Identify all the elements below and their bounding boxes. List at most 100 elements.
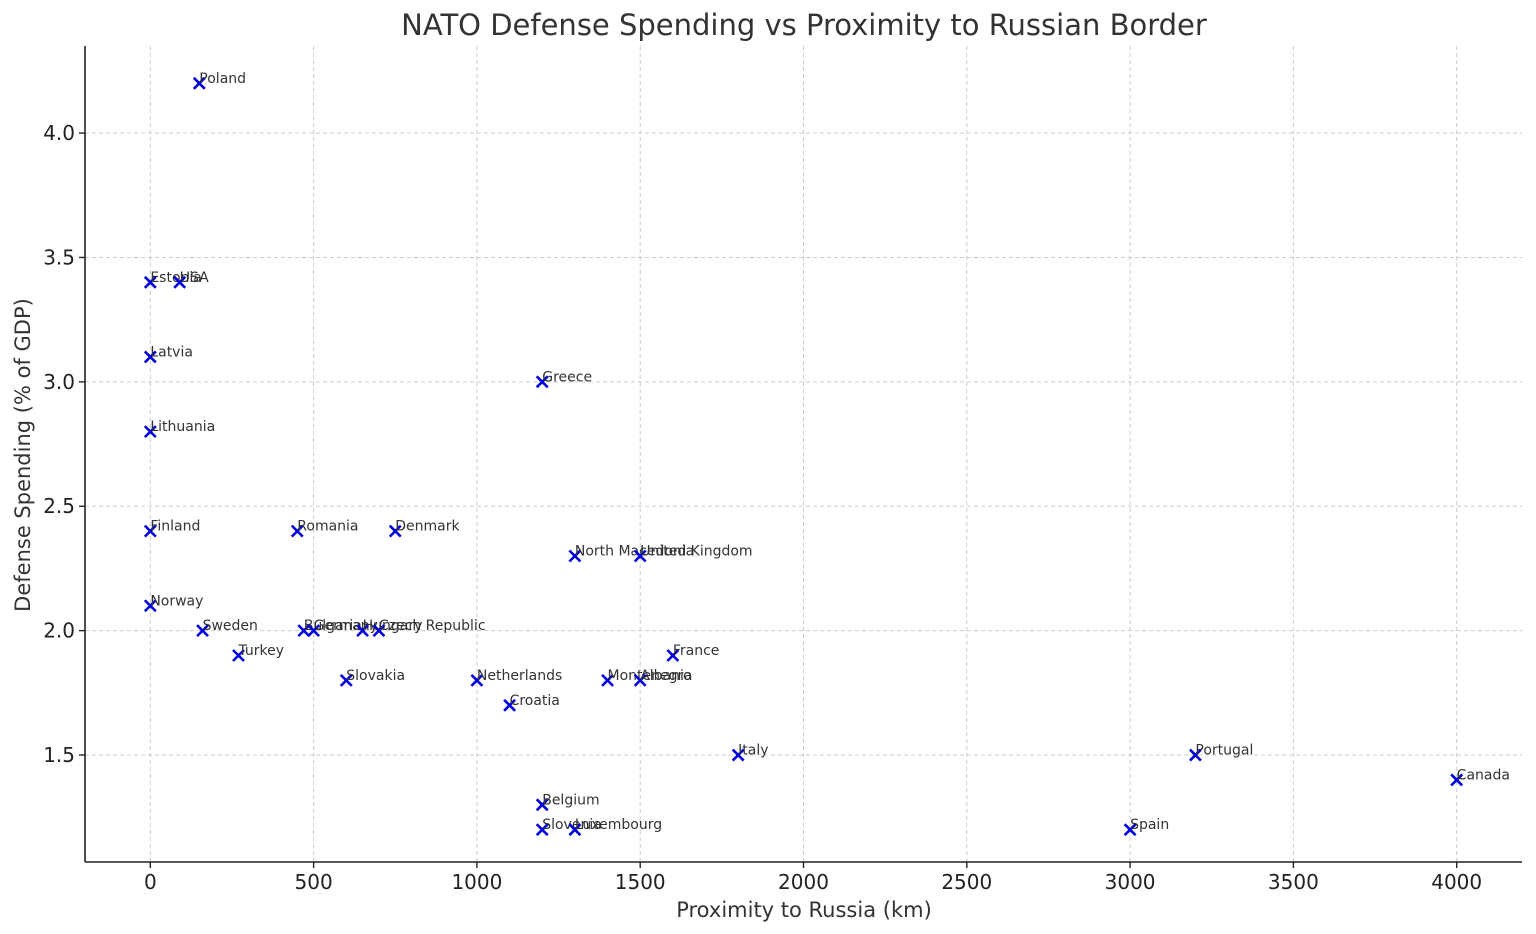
point-label: Portugal xyxy=(1195,743,1253,759)
data-point: Slovakia xyxy=(339,668,405,687)
x-tick-label: 1500 xyxy=(615,870,666,894)
data-point: Finland xyxy=(143,519,200,538)
point-label: France xyxy=(673,643,720,659)
x-tick-label: 4000 xyxy=(1431,870,1482,894)
data-point: Portugal xyxy=(1188,743,1253,762)
y-tick-label: 3.0 xyxy=(43,370,75,394)
point-label: Denmark xyxy=(395,519,460,535)
point-label: Netherlands xyxy=(477,668,562,684)
x-marker-stroke xyxy=(307,624,321,638)
point-label: Lithuania xyxy=(150,419,215,435)
data-point: Luxembourg xyxy=(568,817,662,837)
x-tick-label: 2500 xyxy=(941,870,992,894)
point-label: Montenegro xyxy=(608,668,692,684)
data-point: Romania xyxy=(290,519,359,538)
x-marker-stroke xyxy=(290,524,304,538)
x-marker-stroke xyxy=(1450,773,1464,787)
x-marker-stroke xyxy=(470,673,484,687)
x-marker-stroke xyxy=(568,549,582,563)
data-point: Belgium xyxy=(535,792,600,812)
x-marker-stroke xyxy=(535,375,549,389)
x-marker-stroke xyxy=(196,624,209,638)
point-label: Slovakia xyxy=(346,668,405,684)
point-label: Latvia xyxy=(150,344,193,360)
data-point: Montenegro xyxy=(601,668,692,687)
data-point: Albania xyxy=(633,668,692,687)
data-point: Bulgaria xyxy=(297,618,362,638)
x-marker-stroke xyxy=(297,624,311,638)
y-tick-label: 4.0 xyxy=(43,121,75,145)
x-marker-stroke xyxy=(633,673,647,687)
point-label: Greece xyxy=(542,369,592,385)
point-label: Turkey xyxy=(237,643,284,659)
x-marker-stroke xyxy=(192,76,206,90)
x-marker-stroke xyxy=(666,649,680,662)
point-label: United Kingdom xyxy=(640,544,752,560)
point-label: USA xyxy=(180,270,209,286)
data-point: Netherlands xyxy=(470,668,562,687)
x-tick-label: 500 xyxy=(295,870,333,894)
x-tick-label: 3500 xyxy=(1268,870,1319,894)
point-label: Belgium xyxy=(542,792,599,808)
data-point: Canada xyxy=(1450,767,1510,787)
x-marker-stroke xyxy=(1123,823,1137,837)
point-label: Croatia xyxy=(510,693,560,709)
axes-layer: 0 500 1000 1500 2000 2500 3000 3500 4000 1.5 2.0 2.… xyxy=(43,46,1522,894)
data-point: Sweden xyxy=(196,618,258,638)
x-marker-stroke xyxy=(143,599,157,613)
x-marker-stroke xyxy=(601,673,614,687)
point-label: Czech Republic xyxy=(379,618,486,634)
x-marker-stroke xyxy=(143,275,157,289)
x-marker-stroke xyxy=(535,798,549,812)
x-marker-stroke xyxy=(388,524,402,538)
data-point: Poland xyxy=(192,71,246,90)
points-layer: Poland EstoniaUSA Latvia Greece Lithuania Fin… xyxy=(143,71,1510,837)
data-point: Czech Republic xyxy=(372,618,486,638)
point-label: Luxembourg xyxy=(575,817,662,833)
point-label: Romania xyxy=(297,519,358,535)
point-label: Sweden xyxy=(203,618,258,634)
point-label: Italy xyxy=(738,743,768,759)
x-marker-stroke xyxy=(339,673,353,687)
x-marker-stroke xyxy=(143,350,157,364)
y-tick-label: 3.5 xyxy=(43,245,75,269)
point-label: Canada xyxy=(1457,767,1510,783)
x-marker-stroke xyxy=(731,748,745,762)
data-point: Italy xyxy=(731,743,769,762)
y-axis-label: Defense Spending (% of GDP) xyxy=(11,298,35,612)
x-tick-label: 0 xyxy=(144,870,157,894)
x-tick-label: 3000 xyxy=(1105,870,1156,894)
chart-title: NATO Defense Spending vs Proximity to Ru… xyxy=(401,8,1207,42)
data-point: Latvia xyxy=(143,344,193,364)
y-tick-label: 2.5 xyxy=(43,494,75,518)
x-marker-stroke xyxy=(633,549,647,563)
x-marker-stroke xyxy=(503,698,516,712)
point-label: Albania xyxy=(640,668,692,684)
point-label: Spain xyxy=(1130,817,1169,833)
point-label: Finland xyxy=(150,519,200,535)
x-marker-stroke xyxy=(143,524,157,538)
grid-layer xyxy=(85,46,1522,862)
x-axis-label: Proximity to Russia (km) xyxy=(676,898,932,922)
y-tick-label: 1.5 xyxy=(43,743,75,767)
x-marker-stroke xyxy=(356,624,370,638)
data-point: Greece xyxy=(535,369,592,389)
data-point: Croatia xyxy=(503,693,560,712)
x-tick-label: 2000 xyxy=(778,870,829,894)
data-point: United Kingdom xyxy=(633,544,753,563)
x-marker-stroke xyxy=(173,275,187,289)
data-point: Lithuania xyxy=(143,419,215,439)
x-marker-stroke xyxy=(535,823,549,837)
data-point: USA xyxy=(173,270,209,289)
data-point: Estonia xyxy=(143,270,202,289)
data-point: Turkey xyxy=(232,643,284,662)
x-tick-label: 1000 xyxy=(451,870,502,894)
x-marker-stroke xyxy=(143,425,157,439)
x-marker-stroke xyxy=(1188,748,1202,762)
point-label: Norway xyxy=(150,593,203,609)
y-tick-label: 2.0 xyxy=(43,619,75,643)
data-point: France xyxy=(666,643,720,662)
data-point: Norway xyxy=(143,593,203,613)
data-point: Denmark xyxy=(388,519,461,538)
